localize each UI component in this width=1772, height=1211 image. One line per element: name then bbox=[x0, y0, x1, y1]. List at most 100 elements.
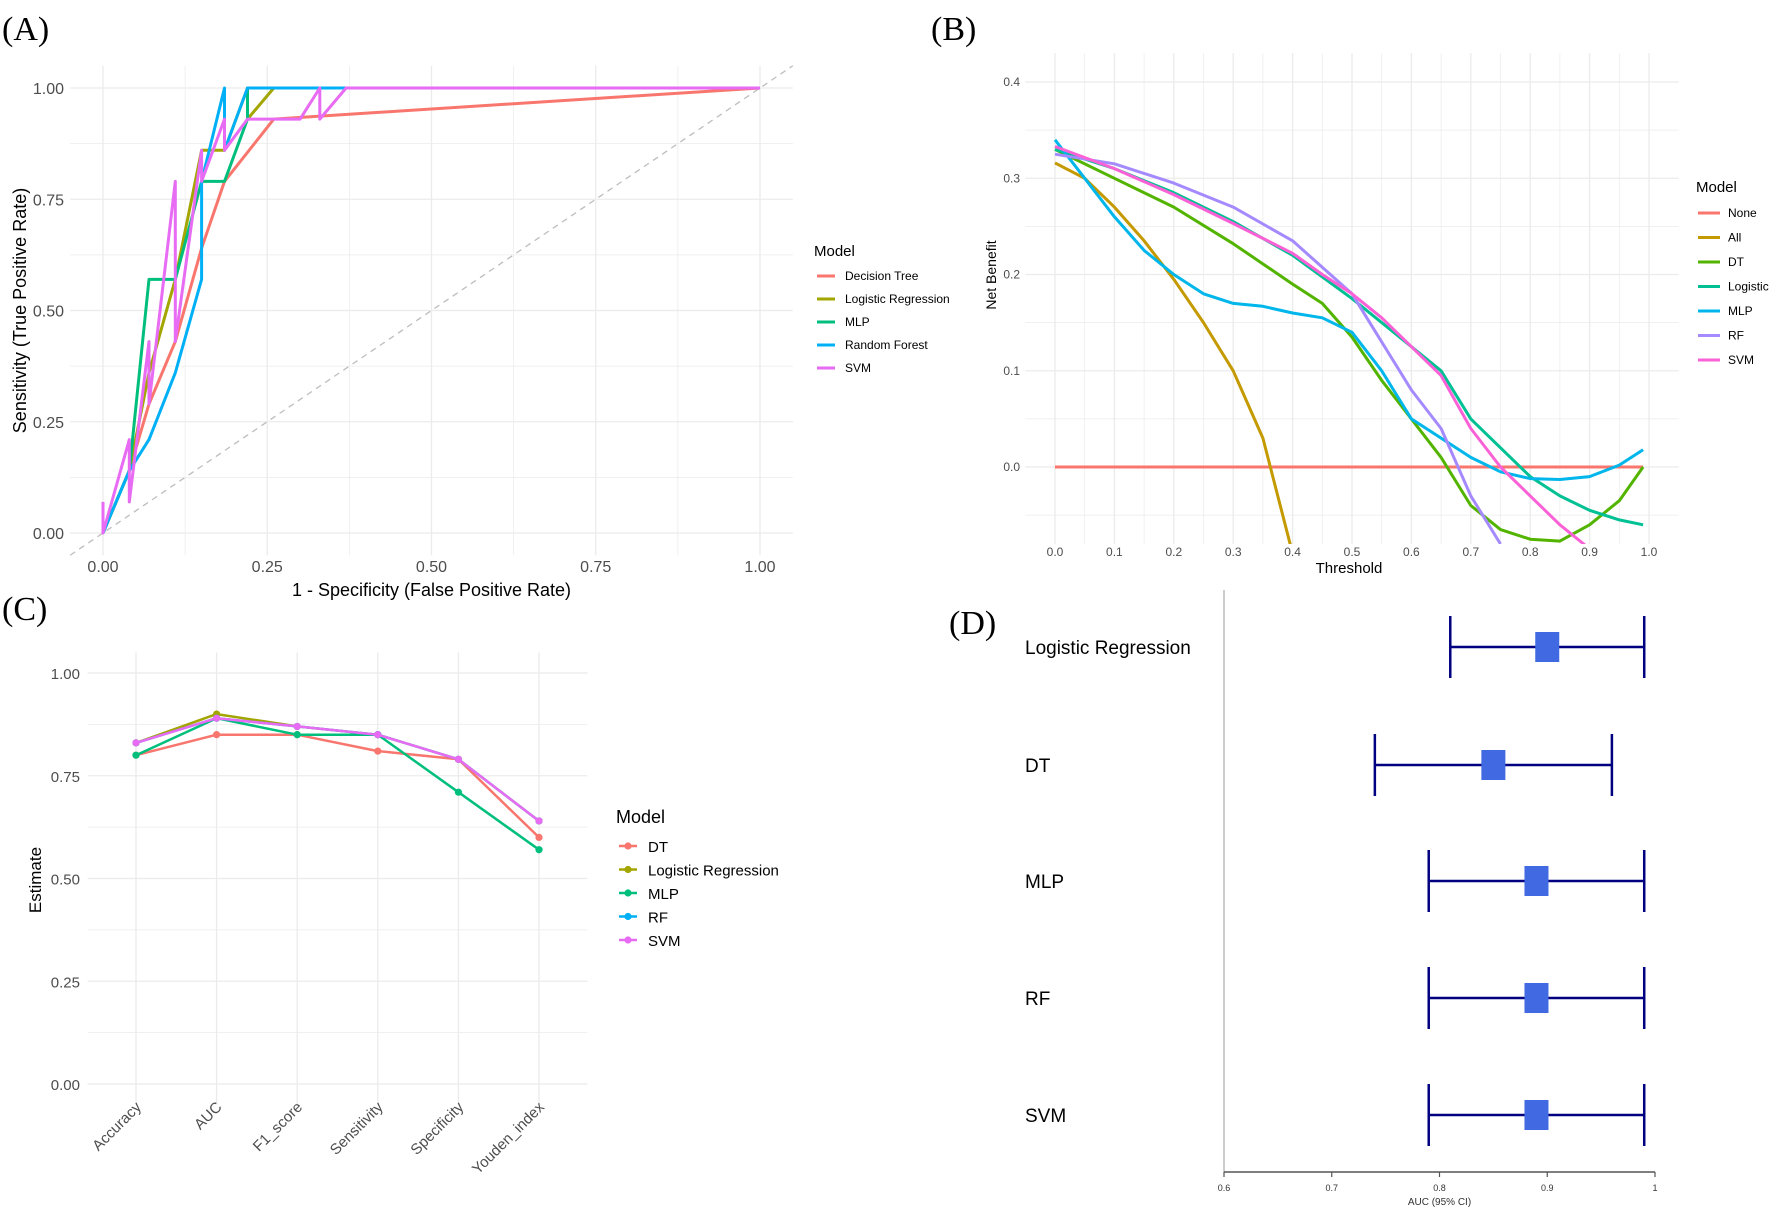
legend-label: RF bbox=[648, 910, 668, 927]
y-tick-label: 0.25 bbox=[51, 974, 80, 991]
auc-point-marker bbox=[1524, 866, 1549, 896]
y-tick-label: 0.00 bbox=[51, 1077, 80, 1094]
legend-title: Model bbox=[616, 807, 665, 827]
legend-label: MLP bbox=[648, 886, 679, 903]
dca-curve-5 bbox=[1054, 152, 1502, 544]
x-tick-label: F1_score bbox=[250, 1099, 306, 1155]
metric-point bbox=[374, 731, 382, 739]
x-tick-label: 0.00 bbox=[87, 559, 118, 576]
dca-curve-4 bbox=[1053, 138, 1644, 481]
x-tick-label: 0.7 bbox=[1325, 1183, 1338, 1193]
dca-curve-3 bbox=[1054, 147, 1644, 527]
y-tick-label: 0.75 bbox=[33, 192, 64, 209]
legend-label: Logistic Regression bbox=[845, 292, 950, 306]
metric-point bbox=[535, 817, 543, 825]
x-tick-label: 1 bbox=[1652, 1183, 1657, 1193]
metric-point bbox=[454, 755, 462, 763]
legend-label: RF bbox=[1728, 329, 1744, 343]
roc-curve-3 bbox=[101, 86, 760, 534]
legend-key-point bbox=[624, 842, 632, 850]
legend-title: Model bbox=[1696, 179, 1737, 196]
metric-point bbox=[374, 747, 382, 755]
metric-point bbox=[213, 731, 221, 739]
legend-key-point bbox=[624, 889, 632, 897]
x-tick-label: 0.2 bbox=[1165, 545, 1182, 559]
x-tick-label: 1.00 bbox=[744, 559, 775, 576]
legend-label: None bbox=[1728, 206, 1757, 220]
metric-point bbox=[454, 788, 462, 796]
dca-curves bbox=[1053, 138, 1645, 544]
legend-label: MLP bbox=[845, 315, 870, 329]
metric-line-4 bbox=[135, 716, 540, 822]
metric-point bbox=[213, 714, 221, 722]
auc-point-marker bbox=[1535, 632, 1560, 662]
legend-key-point bbox=[624, 912, 632, 921]
panel-label-d: (D) bbox=[949, 605, 996, 642]
metrics-panel: Accuracy AUC F1_score Sensitivity Specificit… bbox=[26, 652, 779, 1178]
y-tick-label: 0.1 bbox=[1003, 364, 1020, 378]
forest-row-label: SVM bbox=[1025, 1106, 1066, 1127]
legend-label: All bbox=[1728, 231, 1741, 245]
dca-curve-2 bbox=[1054, 148, 1645, 543]
panel-label-c: (C) bbox=[2, 591, 47, 628]
reference-diagonal bbox=[69, 65, 794, 556]
x-tick-label: 0.75 bbox=[580, 559, 611, 576]
x-tick-label: AUC bbox=[191, 1099, 226, 1134]
x-tick-label: Specificity bbox=[407, 1098, 467, 1158]
x-tick-label: Youden_index bbox=[469, 1098, 548, 1177]
forest-panel: 0.6 0.7 0.8 0.9 1 AUC (95% CI) Logistic Regres… bbox=[1025, 590, 1658, 1208]
dca-curve-1 bbox=[1054, 161, 1292, 544]
metric-point bbox=[132, 739, 140, 747]
roc-curve-4 bbox=[101, 86, 760, 535]
dca-panel: 0.0 0.1 0.2 0.3 0.4 0.5 0.6 0.7 0.8 0.9 1.0 0.0 0.1 0… bbox=[983, 53, 1769, 577]
x-tick-label: 0.5 bbox=[1344, 545, 1361, 559]
y-axis-title: Net Benefit bbox=[983, 240, 999, 309]
y-axis-title: Sensitivity (True Positive Rate) bbox=[10, 188, 30, 433]
metric-point bbox=[535, 833, 543, 842]
legend-label: Random Forest bbox=[845, 338, 928, 352]
panel-label-a: (A) bbox=[2, 11, 49, 48]
x-tick-label: 0.9 bbox=[1541, 1183, 1554, 1193]
y-tick-label: 0.00 bbox=[33, 526, 64, 543]
roc-panel: 0.00 0.25 0.50 0.75 1.00 0.00 0.25 0.50 0.75 1.00… bbox=[10, 65, 950, 600]
y-tick-label: 0.0 bbox=[1003, 460, 1020, 474]
y-tick-label: 0.75 bbox=[51, 769, 80, 786]
legend-label: Logistic bbox=[1728, 280, 1769, 294]
metric-line-0 bbox=[135, 733, 540, 839]
x-tick-label: 0.1 bbox=[1106, 545, 1123, 559]
x-tick-label: Accuracy bbox=[89, 1098, 145, 1154]
x-axis-title: AUC (95% CI) bbox=[1408, 1197, 1471, 1208]
legend-label: Decision Tree bbox=[845, 269, 919, 283]
legend-label: SVM bbox=[1728, 353, 1754, 367]
auc-point-marker bbox=[1524, 983, 1549, 1013]
x-tick-label: 0.4 bbox=[1284, 545, 1301, 559]
metric-point bbox=[293, 731, 301, 739]
legend-label: SVM bbox=[648, 933, 681, 950]
legend-key-point bbox=[624, 936, 632, 944]
metric-point bbox=[132, 751, 140, 759]
x-tick-label: 0.8 bbox=[1522, 545, 1539, 559]
metric-line-2 bbox=[135, 716, 540, 851]
legend-label: DT bbox=[648, 839, 668, 856]
dca-curve-6 bbox=[1054, 145, 1587, 544]
forest-row-label: DT bbox=[1025, 756, 1051, 777]
metric-point bbox=[535, 846, 543, 854]
x-tick-label: Sensitivity bbox=[327, 1098, 387, 1158]
legend-key-point bbox=[624, 865, 632, 874]
x-tick-label: 0.50 bbox=[416, 559, 447, 576]
x-axis-title: 1 - Specificity (False Positive Rate) bbox=[292, 580, 571, 600]
x-tick-label: 0.8 bbox=[1433, 1183, 1446, 1193]
legend-label: Logistic Regression bbox=[648, 863, 779, 880]
panel-label-b: (B) bbox=[931, 11, 976, 48]
metric-point bbox=[293, 722, 301, 731]
legend-label: SVM bbox=[845, 361, 871, 375]
x-tick-label: 0.7 bbox=[1462, 545, 1479, 559]
legend-label: MLP bbox=[1728, 304, 1753, 318]
y-tick-label: 0.25 bbox=[33, 415, 64, 432]
legend-title: Model bbox=[814, 243, 855, 260]
x-tick-label: 0.0 bbox=[1047, 545, 1064, 559]
y-tick-label: 0.50 bbox=[51, 872, 80, 889]
y-tick-label: 0.3 bbox=[1003, 171, 1020, 185]
y-tick-label: 1.00 bbox=[33, 81, 64, 98]
